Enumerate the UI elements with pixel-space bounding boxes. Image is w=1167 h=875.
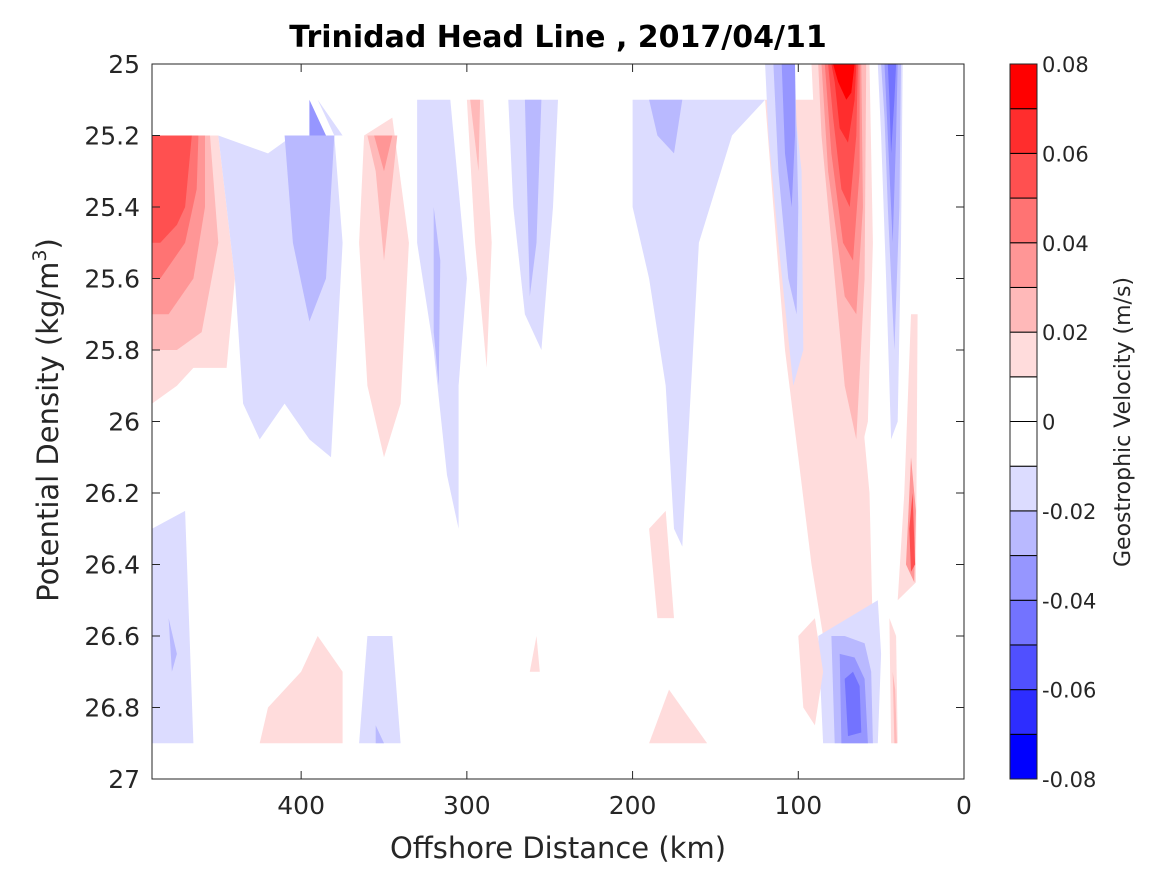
contour-region-west-pos-band-l3 <box>374 135 393 172</box>
colorbar-bin <box>1009 108 1038 154</box>
contour-region-coastal-wedge-l5 <box>909 493 916 572</box>
colorbar-bin <box>1009 421 1038 467</box>
x-tick-label: 400 <box>277 791 325 820</box>
colorbar-label: Geostrophic Velocity (m/s) <box>1111 277 1136 567</box>
x-axis-label: Offshore Distance (km) <box>390 831 726 865</box>
colorbar-bin <box>1009 286 1038 333</box>
colorbar-bin <box>1009 733 1038 780</box>
colorbar-bin <box>1009 599 1038 646</box>
contour-region-mid-neg-band-l2 <box>433 207 441 386</box>
contour-region-mid-neg-band-l1 <box>417 99 467 529</box>
y-tick-label: 26.6 <box>84 622 140 651</box>
colorbar-bin <box>1009 644 1038 691</box>
colorbar-bin <box>1009 376 1038 422</box>
y-axis-label-superscript: 3 <box>29 249 51 261</box>
colorbar-bin <box>1009 465 1038 512</box>
contour-region-deep-west-neg-l1 <box>152 510 194 744</box>
colorbar-tick-label: 0 <box>1042 411 1055 435</box>
y-axis: 25 25.2 25.4 25.6 25.8 26 26.2 26.4 26.6 26.8 27 <box>84 50 964 794</box>
y-tick-label: 26 <box>108 408 140 437</box>
contour-region-mid-pos-band-l2 <box>470 99 481 172</box>
colorbar-bin <box>1009 197 1038 244</box>
colorbar-bin <box>1009 555 1038 601</box>
colorbar: 0.08 0.06 0.04 0.02 0 -0.02 -0.04 -0.06 -0.08 <box>1009 53 1096 792</box>
x-tick-label: 100 <box>774 791 822 820</box>
contour-region-deep-west-pos-l1 <box>259 636 343 744</box>
contour-region-west-pos-band-l2 <box>367 135 398 261</box>
contour-region-west-neg-band-l3 <box>309 99 326 136</box>
y-tick-label: 25.2 <box>84 122 140 151</box>
y-tick-label: 27 <box>108 765 140 794</box>
contour-region-west-neg-band-l2 <box>284 135 335 322</box>
contour-region-deep-mid-neg-l1 <box>359 636 401 744</box>
y-axis-label: Potential Density (kg/m3) <box>29 238 65 602</box>
y-tick-label: 26.8 <box>84 694 140 723</box>
y-tick-label: 25 <box>108 50 140 79</box>
colorbar-bin <box>1009 63 1038 110</box>
contour-layer <box>152 64 918 744</box>
contour-region-far-east-neg-band-l2 <box>649 99 683 154</box>
contour-region-deep-east-pos-l2 <box>649 689 708 744</box>
y-axis-label-base: Potential Density (kg/m <box>31 262 65 602</box>
colorbar-bin <box>1009 242 1038 288</box>
contour-region-deep-nearshore-l4 <box>844 671 862 737</box>
colorbar-bin <box>1009 510 1038 557</box>
contour-region-far-east-neg-band-l1 <box>632 99 766 547</box>
contour-region-west-pos-band-l1 <box>359 117 409 458</box>
contour-region-deep-east-pos-l1 <box>649 510 674 619</box>
chart-title: Trinidad Head Line , 2017/04/11 <box>289 20 826 55</box>
colorbar-bin <box>1009 331 1038 378</box>
colorbar-tick-label: 0.04 <box>1042 232 1089 256</box>
x-tick-label: 200 <box>609 791 657 820</box>
colorbar-bin <box>1009 152 1038 199</box>
contour-region-deep-west-neg-l2 <box>168 618 177 672</box>
x-tick-label: 300 <box>443 791 491 820</box>
colorbar-tick-label: -0.08 <box>1042 768 1096 792</box>
contour-region-deep-coastal-pos-l2 <box>892 671 897 744</box>
y-tick-label: 26.4 <box>84 551 140 580</box>
contour-region-east-neg-band-l2 <box>524 99 542 297</box>
x-axis: 400 300 200 100 0 <box>277 64 972 820</box>
colorbar-tick-label: -0.06 <box>1042 679 1096 703</box>
y-tick-label: 25.8 <box>84 336 140 365</box>
y-tick-label: 25.4 <box>84 193 140 222</box>
colorbar-tick-label: 0.02 <box>1042 321 1089 345</box>
y-tick-label: 25.6 <box>84 265 140 294</box>
contour-region-mid-pos-band-l1 <box>466 99 492 368</box>
contour-region-deep-mid-neg-l2 <box>375 725 384 744</box>
colorbar-bin <box>1009 689 1038 735</box>
contour-region-nearshore-southward-l4 <box>887 64 897 154</box>
colorbar-tick-label: -0.04 <box>1042 589 1096 613</box>
x-tick-label: 0 <box>956 791 972 820</box>
colorbar-frame <box>1009 63 1038 780</box>
contour-region-coastal-jet-core-l7 <box>833 64 855 100</box>
colorbar-tick-label: 0.06 <box>1042 142 1089 166</box>
colorbar-tick-label: 0.08 <box>1042 53 1089 77</box>
colorbar-tick-label: -0.02 <box>1042 500 1096 524</box>
y-tick-label: 26.2 <box>84 479 140 508</box>
contour-region-western-pos-l5 <box>152 135 192 243</box>
contour-region-inner-countercurrent-l3 <box>781 64 795 207</box>
contour-region-deep-shelf-pos-l1 <box>798 618 824 726</box>
y-axis-label-close: ) <box>31 238 65 249</box>
contour-region-deep-mid-pos-l1 <box>529 636 540 672</box>
